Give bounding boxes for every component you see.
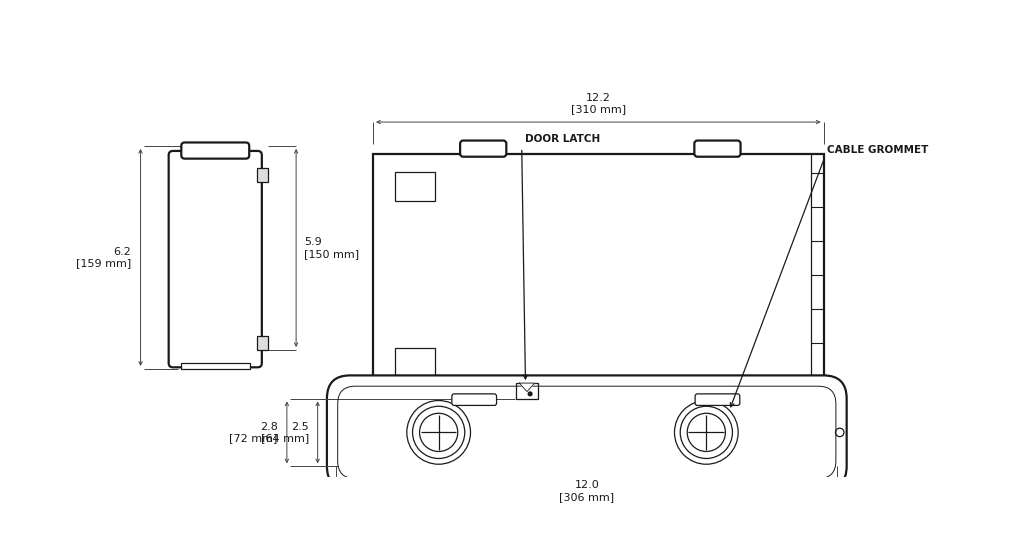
Bar xyxy=(394,172,435,202)
Circle shape xyxy=(836,428,844,437)
Bar xyxy=(257,168,267,182)
FancyBboxPatch shape xyxy=(695,394,739,405)
Bar xyxy=(394,348,435,378)
Bar xyxy=(516,383,538,398)
Text: 6.2
[159 mm]: 6.2 [159 mm] xyxy=(76,247,131,268)
FancyBboxPatch shape xyxy=(452,394,497,405)
Bar xyxy=(180,363,250,369)
Text: DOOR LATCH: DOOR LATCH xyxy=(524,135,600,144)
Circle shape xyxy=(528,392,532,396)
Text: 5.9
[150 mm]: 5.9 [150 mm] xyxy=(304,237,359,259)
Text: CABLE GROMMET: CABLE GROMMET xyxy=(827,145,929,155)
FancyBboxPatch shape xyxy=(327,375,847,489)
FancyBboxPatch shape xyxy=(169,151,262,367)
FancyBboxPatch shape xyxy=(181,143,249,159)
Polygon shape xyxy=(519,383,535,392)
Text: 12.2
[310 mm]: 12.2 [310 mm] xyxy=(570,93,626,114)
Bar xyxy=(373,154,823,396)
Text: 2.5
[64 mm]: 2.5 [64 mm] xyxy=(261,422,309,443)
FancyBboxPatch shape xyxy=(694,140,740,157)
Text: 2.8
[72 mm]: 2.8 [72 mm] xyxy=(229,422,278,443)
Circle shape xyxy=(407,400,470,464)
Circle shape xyxy=(675,400,738,464)
Bar xyxy=(257,336,267,350)
Text: 12.0
[306 mm]: 12.0 [306 mm] xyxy=(559,480,614,502)
FancyBboxPatch shape xyxy=(460,140,506,157)
